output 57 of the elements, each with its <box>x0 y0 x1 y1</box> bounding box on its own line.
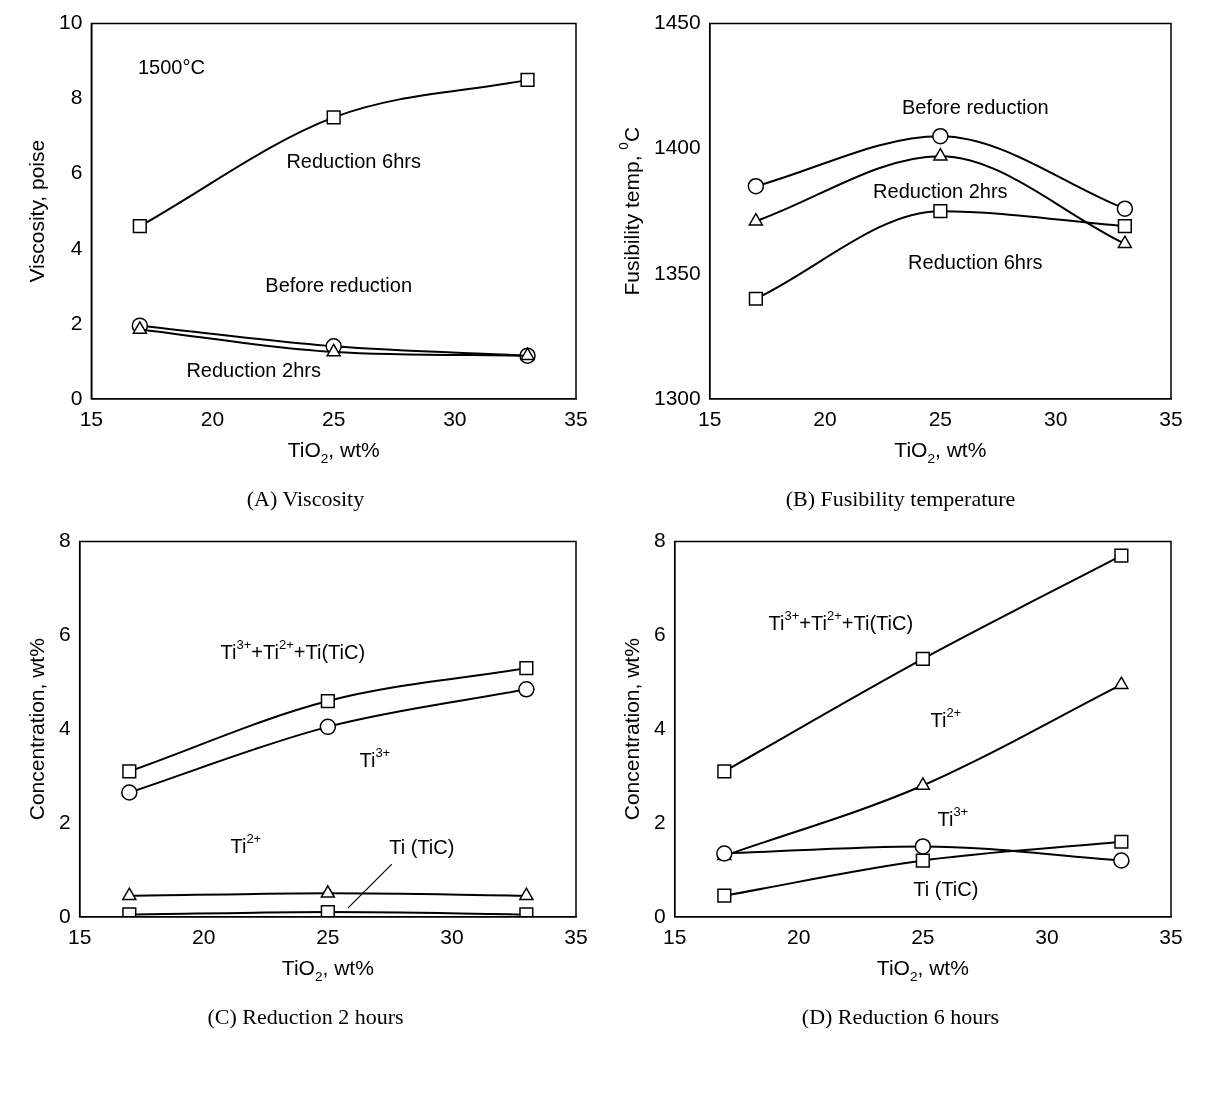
y-tick-label: 8 <box>58 528 71 552</box>
x-tick-label: 25 <box>928 407 952 431</box>
y-tick-label: 4 <box>653 716 666 739</box>
y-axis-title: Viscosity, poise <box>24 139 48 283</box>
text: Ti (TiC) <box>388 835 454 858</box>
y-tick-label: 8 <box>653 528 666 552</box>
y-tick-label: 6 <box>653 622 666 646</box>
y-tick-label: 0 <box>653 903 666 927</box>
text: (A) Viscosity <box>246 486 365 512</box>
series-label: Reduction 6hrs <box>285 149 421 172</box>
y-tick-label: 2 <box>70 310 82 334</box>
y-axis-title: Concentration, wt% <box>619 638 643 821</box>
annotation: 1500°C <box>137 56 205 79</box>
y-tick-label: 0 <box>70 385 82 409</box>
y-tick-label: 1300 <box>653 385 701 409</box>
series-label: Before reduction <box>901 95 1049 118</box>
x-tick-label: 35 <box>563 925 588 949</box>
y-tick-label: 0 <box>58 903 71 927</box>
x-tick-label: 15 <box>697 407 721 431</box>
y-tick-label: 6 <box>58 622 71 646</box>
x-tick-label: 35 <box>1158 925 1183 949</box>
y-axis-title: Concentration, wt% <box>24 638 48 821</box>
x-tick-label: 15 <box>79 407 103 431</box>
series-label: Ti (TiC) <box>912 878 978 901</box>
x-tick-label: 30 <box>1034 925 1059 949</box>
x-tick-label: 15 <box>662 925 686 949</box>
x-tick-label: 30 <box>1043 407 1067 431</box>
x-tick-label: 30 <box>439 925 464 949</box>
x-tick-label: 25 <box>910 925 935 949</box>
y-tick-label: 2 <box>58 809 71 833</box>
text: (C) Reduction 2 hours <box>207 1004 404 1030</box>
x-tick-label: 20 <box>191 925 215 949</box>
text: (D) Reduction 6 hours <box>801 1004 1000 1030</box>
y-axis-title: Fusibility temp, 0C <box>615 126 643 296</box>
y-tick-label: 2 <box>653 809 666 833</box>
y-tick-label: 6 <box>70 160 82 184</box>
y-tick-label: 1350 <box>653 260 701 284</box>
y-tick-label: 1450 <box>653 10 701 34</box>
x-tick-label: 15 <box>67 925 91 949</box>
x-tick-label: 35 <box>1158 407 1183 431</box>
x-tick-label: 20 <box>200 407 224 431</box>
y-tick-label: 10 <box>58 10 82 34</box>
x-tick-label: 25 <box>315 925 340 949</box>
x-tick-label: 20 <box>812 407 837 431</box>
y-tick-label: 4 <box>58 716 71 739</box>
x-tick-label: 30 <box>442 407 467 431</box>
x-tick-label: 25 <box>321 407 345 431</box>
series-label: Reduction 2hrs <box>872 179 1008 202</box>
series-label: Reduction 6hrs <box>907 250 1043 273</box>
y-tick-label: 8 <box>70 85 82 109</box>
text: (B) Fusibility temperature <box>785 486 1016 512</box>
x-tick-label: 35 <box>563 407 588 431</box>
y-tick-label: 1400 <box>653 135 701 159</box>
y-tick-label: 4 <box>70 235 83 259</box>
x-tick-label: 20 <box>786 925 810 949</box>
series-label: Reduction 2hrs <box>185 359 321 382</box>
text: Before reduction <box>264 273 412 296</box>
